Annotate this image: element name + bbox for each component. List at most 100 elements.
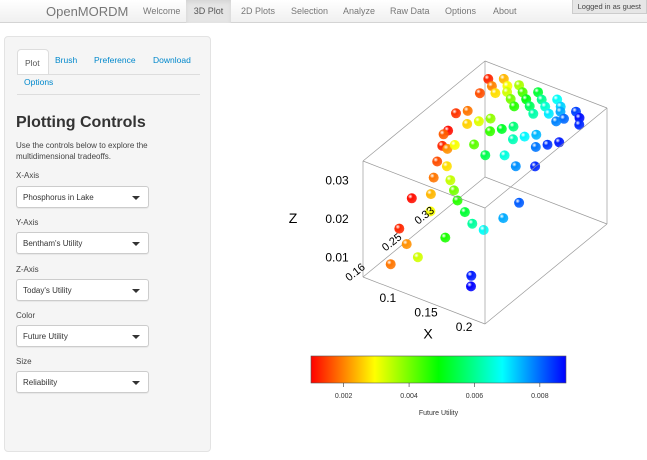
- data-point: [498, 213, 509, 224]
- y-axis-label: Y-Axis: [16, 218, 39, 227]
- data-point: [432, 156, 443, 167]
- data-point: [428, 172, 439, 183]
- caret-down-icon: [132, 289, 140, 293]
- box-edge: [484, 176, 608, 225]
- x-tick-label: 0.2: [456, 320, 473, 334]
- data-point: [445, 175, 456, 186]
- data-point: [551, 116, 562, 127]
- x-tick-label: 0.15: [414, 306, 438, 320]
- nav-analyze[interactable]: Analyze: [343, 6, 376, 16]
- tab-brush[interactable]: Brush: [55, 55, 78, 65]
- y-tick-label: 0.16: [343, 261, 367, 284]
- data-point: [559, 113, 569, 124]
- data-point: [490, 88, 501, 99]
- x-axis-select[interactable]: Phosphorus in Lake: [16, 186, 149, 208]
- data-point: [425, 189, 436, 200]
- sidebar-panel: Plot Brush Preference Download Options P…: [4, 36, 211, 452]
- box-edge: [484, 107, 608, 209]
- tab-options[interactable]: Options: [24, 77, 54, 87]
- box-edge: [484, 223, 608, 325]
- data-point: [485, 126, 496, 137]
- nav-raw-data[interactable]: Raw Data: [390, 6, 430, 16]
- data-point: [485, 113, 496, 124]
- nav-3d-plot[interactable]: 3D Plot: [186, 0, 231, 23]
- data-point: [466, 281, 476, 292]
- box-edge: [362, 276, 486, 325]
- data-point: [480, 150, 491, 161]
- nav-options[interactable]: Options: [445, 6, 477, 16]
- data-point: [531, 129, 542, 140]
- y-axis-select[interactable]: Bentham's Utility: [16, 232, 149, 254]
- colorbar: 0.002 0.004 0.006 0.008 Future Utility: [310, 355, 567, 417]
- data-point: [442, 143, 453, 154]
- box-edge: [362, 176, 486, 278]
- data-point: [467, 218, 478, 229]
- data-point: [462, 105, 473, 116]
- z-axis-select[interactable]: Today's Utility: [16, 279, 149, 301]
- panel-description: Use the controls below to explore the mu…: [16, 141, 148, 161]
- tab-divider-lower: [17, 94, 200, 95]
- y-axis-value: Bentham's Utility: [23, 239, 83, 248]
- data-point: [514, 197, 525, 208]
- data-point: [473, 116, 484, 127]
- data-point: [574, 119, 585, 130]
- brand-logo[interactable]: OpenMORDM: [46, 4, 129, 19]
- bounding-box-front: [362, 107, 608, 325]
- tab-download[interactable]: Download: [153, 55, 191, 65]
- x-axis-title: X: [423, 326, 433, 342]
- data-point: [452, 195, 463, 206]
- z-axis-value: Today's Utility: [23, 286, 72, 295]
- size-select[interactable]: Reliability: [16, 371, 149, 393]
- data-point: [478, 225, 489, 235]
- z-tick-label: 0.01: [325, 251, 349, 265]
- colorbar-tick-label: 0.004: [400, 393, 418, 400]
- nav-2d-plots[interactable]: 2D Plots: [241, 6, 276, 16]
- data-point: [466, 270, 477, 281]
- box-edge: [484, 60, 608, 109]
- plot-3d-container[interactable]: 0.1 0.15 0.2 X 0.01 0.02 0.03 Z 0.16 0.25 0.33 0.0…: [215, 30, 647, 455]
- colorbar-tick-label: 0.002: [335, 393, 353, 400]
- box-edge: [362, 60, 486, 162]
- data-point: [469, 139, 480, 150]
- data-point: [385, 259, 396, 270]
- size-label: Size: [16, 357, 32, 366]
- data-point: [508, 134, 518, 145]
- tab-plot[interactable]: Plot: [17, 49, 49, 75]
- data-point: [441, 161, 452, 172]
- nav-selection[interactable]: Selection: [291, 6, 329, 16]
- scatter-points: [385, 73, 585, 292]
- data-point: [510, 161, 521, 172]
- data-point: [519, 131, 530, 142]
- login-status[interactable]: Logged in as guest: [571, 0, 647, 14]
- tab-preference[interactable]: Preference: [94, 55, 136, 65]
- color-value: Future Utility: [23, 332, 68, 341]
- colorbar-tick-label: 0.008: [531, 393, 549, 400]
- data-point: [440, 232, 451, 243]
- nav-welcome[interactable]: Welcome: [143, 6, 181, 16]
- colorbar-title: Future Utility: [419, 410, 459, 417]
- caret-down-icon: [132, 242, 140, 246]
- color-select[interactable]: Future Utility: [16, 325, 149, 347]
- box-edge: [362, 160, 486, 209]
- z-axis-title: Z: [289, 210, 298, 226]
- data-point: [438, 129, 449, 140]
- data-point: [394, 223, 405, 234]
- data-point: [406, 193, 417, 204]
- size-value: Reliability: [23, 378, 58, 387]
- data-point: [459, 207, 470, 218]
- z-tick-label: 0.03: [325, 173, 349, 187]
- caret-down-icon: [132, 196, 140, 200]
- caret-down-icon: [132, 381, 140, 385]
- data-point: [554, 137, 565, 148]
- colorbar-tick-label: 0.006: [466, 393, 484, 400]
- tab-divider: [17, 74, 200, 75]
- data-point: [449, 185, 459, 196]
- data-point: [524, 101, 535, 112]
- panel-heading: Plotting Controls: [16, 114, 146, 131]
- nav-about[interactable]: About: [493, 6, 517, 16]
- data-point: [505, 94, 516, 104]
- data-point: [496, 124, 507, 134]
- x-axis-label: X-Axis: [16, 171, 40, 180]
- data-point: [509, 101, 520, 112]
